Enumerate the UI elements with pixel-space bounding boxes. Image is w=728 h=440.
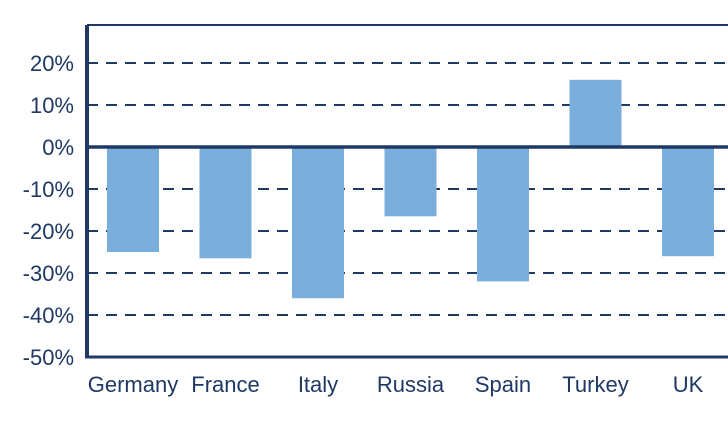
bar-turkey: [569, 79, 622, 147]
x-category-label: UK: [673, 372, 704, 397]
y-tick-label: 20%: [30, 51, 74, 76]
bar-france: [199, 147, 252, 259]
bar-germany: [107, 147, 159, 252]
bar-spain: [477, 147, 529, 282]
y-tick-label: -20%: [23, 219, 74, 244]
bar-italy: [292, 147, 344, 299]
y-tick-labels: 20% 10% 0% -10% -20% -30% -40% -50%: [23, 51, 74, 370]
y-tick-label: 0%: [42, 135, 74, 160]
bars: [107, 79, 714, 299]
x-category-label: Turkey: [562, 372, 628, 397]
x-category-label: Spain: [475, 372, 531, 397]
bar-uk: [662, 147, 714, 257]
y-tick-label: -30%: [23, 261, 74, 286]
y-tick-label: -40%: [23, 303, 74, 328]
axes: [85, 24, 728, 359]
y-tick-label: -50%: [23, 345, 74, 370]
y-tick-label: -10%: [23, 177, 74, 202]
x-category-label: France: [191, 372, 259, 397]
y-tick-label: 10%: [30, 93, 74, 118]
x-category-labels: Germany France Italy Russia Spain Turkey UK: [88, 372, 704, 397]
x-category-label: Russia: [377, 372, 445, 397]
x-category-label: Germany: [88, 372, 178, 397]
bar-russia: [384, 147, 437, 217]
x-category-label: Italy: [298, 372, 338, 397]
